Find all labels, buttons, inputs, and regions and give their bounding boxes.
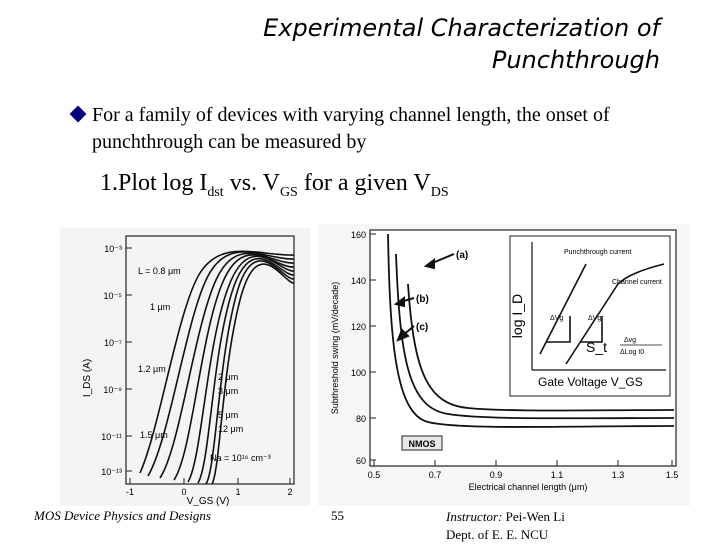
footer-dept: Dept. of E. E. NCU (446, 527, 549, 542)
step-text-mid: vs. V (223, 170, 280, 196)
curve-l-1 (147, 251, 295, 477)
left-y-tick: 10⁻¹³ (101, 467, 122, 477)
right-x-tick: 0.9 (490, 470, 503, 480)
left-x-tick: -1 (126, 487, 134, 497)
inset-formula-num: Δvg (624, 337, 636, 344)
nmos-label-box (401, 435, 443, 451)
right-y-tick: 160 (351, 230, 366, 240)
curve-l-1.2 (159, 252, 295, 479)
curve-b (395, 253, 675, 420)
left-y-tick: 10⁻¹¹ (101, 432, 122, 442)
right-x-tick: 0.5 (368, 470, 381, 480)
left-y-tick: 10⁻⁷ (104, 338, 122, 348)
title-line-2: Punchthrough (491, 46, 660, 74)
footer-instructor-name: Pei-Wen Li (502, 509, 565, 524)
footer-instructor-label: Instructor: (446, 509, 503, 524)
left-figure-ids-vgs: 10⁻³ 10⁻⁵ 10⁻⁷ 10⁻⁹ 10⁻¹¹ 10⁻¹³ -1 0 1 2… (60, 228, 310, 506)
inset-y-label: log I_D (509, 294, 525, 338)
inset-channel-line (565, 263, 665, 365)
inset-delta-b (580, 316, 603, 343)
curve-label: L = 0.8 μm (138, 266, 181, 276)
footer-instructor-line: Instructor: Pei-Wen Li (446, 508, 565, 526)
right-y-tick: 120 (351, 322, 366, 332)
right-y-tick: 80 (356, 414, 366, 424)
inset-x-label: Gate Voltage V_GS (538, 375, 643, 389)
inset-punchthrough-label: Punchthrough current (564, 249, 631, 256)
curve-l-5 (205, 260, 295, 485)
curve-label: 1 μm (150, 302, 170, 312)
left-y-tick: 10⁻⁵ (104, 291, 123, 301)
right-x-tick: 1.3 (612, 470, 625, 480)
right-x-axis-label: Electrical channel length (μm) (469, 482, 588, 492)
curve-l-0.8 (139, 250, 295, 474)
diamond-bullet-icon (69, 105, 87, 123)
title-line-1: Experimental Characterization of (263, 14, 660, 42)
step-text-mid2: for a given V (297, 170, 431, 196)
curve-tag-c: (c) (416, 322, 428, 333)
inset-frame (509, 235, 671, 397)
bullet-text: For a family of devices with varying cha… (92, 104, 610, 153)
nmos-label: NMOS (409, 439, 436, 449)
right-x-tick: 1.5 (666, 470, 679, 480)
step-one: 1.Plot log Idst vs. VGS for a given VDS (100, 168, 449, 208)
curve-a (387, 233, 675, 428)
curve-label: 12 μm (218, 424, 243, 434)
inset-delta-label: ΔVg (550, 315, 563, 322)
left-x-tick: 1 (235, 487, 240, 497)
right-x-tick: 1.1 (551, 470, 564, 480)
inset-channel-label: Channel current (612, 279, 662, 286)
right-y-tick: 60 (356, 456, 366, 466)
right-y-axis-label: Subthreshold swing (mV/decade) (330, 282, 340, 415)
step-subscript-dst: dst (207, 185, 224, 200)
curve-label: 3 μm (218, 386, 238, 396)
left-y-axis-label: I_DS (A) (82, 359, 93, 397)
slide-title: Experimental Characterization of Punchth… (140, 12, 660, 76)
footer-instructor: Instructor: Pei-Wen Li Dept. of E. E. NC… (446, 508, 565, 544)
left-plot-frame (125, 235, 295, 485)
curve-l-12 (211, 263, 295, 485)
inset-formula-lhs: S_t (586, 339, 607, 355)
footer-course: MOS Device Physics and Designs (34, 508, 211, 523)
inset-delta-label: ΔVg (588, 315, 601, 322)
curve-tag-b: (b) (416, 294, 429, 305)
step-subscript-ds: DS (430, 185, 449, 200)
doping-note: Na = 10¹⁶ cm⁻³ (210, 453, 271, 463)
left-y-tick: 10⁻³ (104, 244, 122, 254)
left-x-tick: 2 (287, 487, 292, 497)
curve-label: 1.2 μm (138, 364, 166, 374)
left-y-tick: 10⁻⁹ (103, 385, 122, 395)
curve-label: 5 μm (218, 410, 238, 420)
right-y-tick: 100 (351, 368, 366, 378)
left-x-tick: 0 (181, 487, 186, 497)
left-x-axis-label: V_GS (V) (187, 496, 230, 506)
step-text-prefix: 1.Plot log I (100, 170, 208, 196)
right-figure-swing-vs-length: 160 140 120 100 80 60 0.5 0.7 0.9 1.1 1.… (318, 224, 690, 506)
curve-l-2 (187, 255, 295, 483)
curve-l-3 (197, 257, 295, 484)
curve-tag-a: (a) (456, 250, 468, 261)
inset-delta-a (546, 316, 571, 343)
right-y-tick: 140 (351, 276, 366, 286)
step-subscript-gs: GS (279, 185, 298, 200)
curve-label: 1.5 μm (140, 430, 168, 440)
inset-formula-den: ΔLog I0 (620, 349, 644, 356)
right-x-tick: 0.7 (429, 470, 442, 480)
footer-page-number: 55 (331, 508, 344, 523)
inset-punchthrough-line (539, 263, 587, 355)
curve-c (407, 283, 675, 412)
curve-label: 2 μm (218, 372, 238, 382)
